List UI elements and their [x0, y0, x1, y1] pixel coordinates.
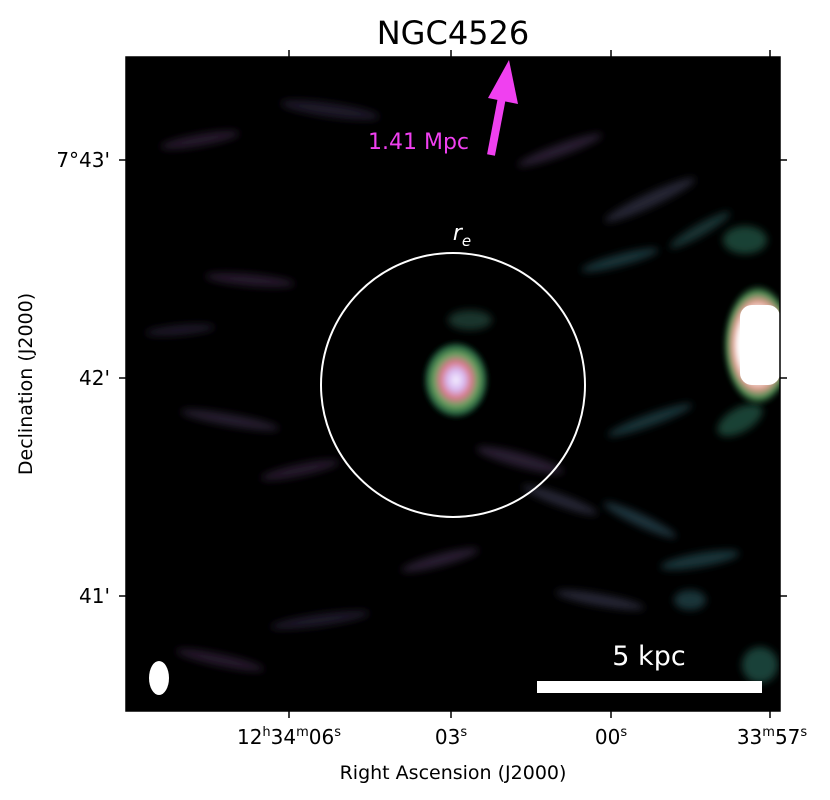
x-tick-label-2: 00s [595, 725, 627, 749]
scale-bar [537, 681, 762, 693]
tick-marks [119, 50, 787, 718]
scale-bar-label: 5 kpc [612, 641, 685, 672]
noise-pattern [145, 100, 778, 683]
y-tick-label-2: 41' [79, 584, 110, 608]
y-tick-label-1: 42' [79, 366, 110, 390]
y-tick-label-0: 7°43' [56, 148, 110, 172]
direction-arrow [487, 60, 518, 156]
central-source [422, 340, 490, 420]
beam-ellipse [149, 661, 169, 695]
effective-radius-circle [320, 252, 586, 518]
x-tick-label-3: 33m57s [737, 725, 808, 749]
x-tick-label-1: 03s [435, 725, 467, 749]
x-tick-label-0: 12h34m06s [237, 725, 341, 749]
plot-title: NGC4526 [377, 14, 530, 52]
x-axis-label: Right Ascension (J2000) [340, 762, 567, 784]
axes-frame [125, 56, 781, 712]
radio-image [126, 57, 780, 711]
circle-label: re [453, 221, 471, 250]
edge-source-core [740, 305, 780, 385]
distance-label: 1.41 Mpc [368, 130, 469, 155]
y-axis-label: Declination (J2000) [15, 293, 37, 475]
